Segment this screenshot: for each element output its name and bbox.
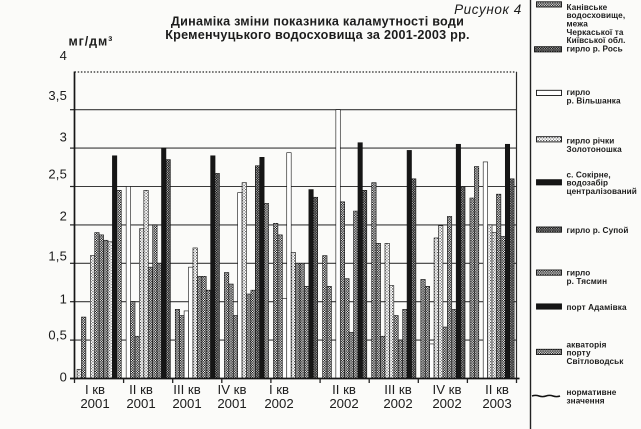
svg-text:2001: 2001 xyxy=(217,396,246,411)
svg-text:нормативне: нормативне xyxy=(567,388,617,397)
svg-text:Рисунок 4: Рисунок 4 xyxy=(454,2,522,17)
svg-text:IV кв: IV кв xyxy=(218,382,247,397)
svg-text:ІІІ кв: ІІІ кв xyxy=(173,382,200,397)
svg-text:2002: 2002 xyxy=(432,396,461,411)
svg-text:порту: порту xyxy=(567,349,591,358)
svg-text:Черкаської та: Черкаської та xyxy=(567,28,624,37)
svg-text:гирло р. Супой: гирло р. Супой xyxy=(567,226,629,235)
svg-text:ІІ кв: ІІ кв xyxy=(485,382,509,397)
svg-text:2001: 2001 xyxy=(172,396,201,411)
svg-text:Кременчуцького водосховища за: Кременчуцького водосховища за 2001-2003 … xyxy=(165,28,470,42)
svg-text:2002: 2002 xyxy=(264,396,293,411)
svg-text:гирло: гирло xyxy=(567,268,591,277)
svg-text:водосховище,: водосховище, xyxy=(567,11,626,20)
svg-text:IV кв: IV кв xyxy=(433,382,462,397)
svg-text:ІІ кв: ІІ кв xyxy=(129,382,153,397)
svg-text:Динаміка зміни показника калам: Динаміка зміни показника каламутності во… xyxy=(171,15,464,29)
svg-text:2001: 2001 xyxy=(126,396,155,411)
svg-text:централізований: централізований xyxy=(567,187,637,196)
svg-text:ІІІ кв: ІІІ кв xyxy=(384,382,411,397)
svg-text:акваторія: акваторія xyxy=(567,340,607,349)
svg-text:с. Сокірне,: с. Сокірне, xyxy=(567,170,611,179)
svg-text:1,5: 1,5 xyxy=(48,249,67,264)
svg-text:Київської обл.: Київської обл. xyxy=(567,35,626,45)
svg-text:І кв: І кв xyxy=(85,382,105,397)
svg-text:р. Тясмин: р. Тясмин xyxy=(567,277,608,286)
svg-text:2001: 2001 xyxy=(80,396,109,411)
svg-text:гирло р. Рось: гирло р. Рось xyxy=(567,45,623,54)
svg-text:2003: 2003 xyxy=(482,396,511,411)
svg-text:межа: межа xyxy=(567,20,589,29)
svg-text:2,5: 2,5 xyxy=(48,167,67,182)
svg-text:4: 4 xyxy=(60,48,67,63)
svg-text:р. Вільшанка: р. Вільшанка xyxy=(567,97,621,106)
svg-text:0,5: 0,5 xyxy=(48,328,67,343)
svg-text:0: 0 xyxy=(60,370,67,385)
svg-text:Канівське: Канівське xyxy=(567,3,608,12)
svg-text:І кв: І кв xyxy=(269,382,289,397)
svg-text:2: 2 xyxy=(60,209,67,224)
svg-text:гирло: гирло xyxy=(567,88,591,97)
svg-text:гирло річки: гирло річки xyxy=(567,137,615,146)
svg-text:порт Адамівка: порт Адамівка xyxy=(567,303,627,312)
svg-text:3: 3 xyxy=(60,129,67,144)
svg-text:водозабір: водозабір xyxy=(567,178,609,188)
svg-text:значення: значення xyxy=(567,397,605,406)
svg-text:2002: 2002 xyxy=(329,396,358,411)
svg-text:Світловодськ: Світловодськ xyxy=(567,357,625,366)
svg-text:мг/дм³: мг/дм³ xyxy=(69,35,114,49)
svg-text:Золотоношка: Золотоношка xyxy=(567,145,623,154)
svg-text:ІІ кв: ІІ кв xyxy=(332,382,356,397)
svg-text:1: 1 xyxy=(60,292,67,307)
svg-text:3,5: 3,5 xyxy=(48,88,67,103)
svg-text:2002: 2002 xyxy=(383,396,412,411)
